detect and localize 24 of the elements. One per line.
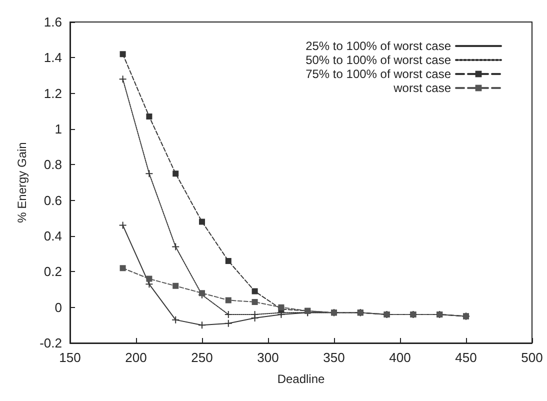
y-tick-label: 0.2 xyxy=(44,264,62,280)
y-tick-label: 1 xyxy=(54,122,62,136)
y-tick-label: 1.4 xyxy=(44,50,62,66)
x-tick-label: 250 xyxy=(191,350,213,365)
x-axis-title: Deadline xyxy=(277,372,326,386)
legend-label: 50% to 100% of worst case xyxy=(306,53,452,67)
y-tick-label: 1.2 xyxy=(44,86,62,101)
x-tick-label: 500 xyxy=(521,350,543,365)
legend-label: 25% to 100% of worst case xyxy=(306,39,452,53)
y-tick-label: 0 xyxy=(54,300,62,315)
legend-label: 75% to 100% of worst case xyxy=(306,67,452,81)
x-tick-label: 400 xyxy=(389,350,411,365)
legend-label: worst case xyxy=(392,81,452,95)
x-tick-label: 450 xyxy=(455,350,477,365)
x-tick-label: 350 xyxy=(323,350,345,365)
x-tick-label: 300 xyxy=(257,350,279,365)
x-tick-label: 150 xyxy=(59,350,81,365)
y-tick-label: 0.6 xyxy=(44,192,62,208)
y-tick-label: 1.6 xyxy=(44,14,62,30)
y-tick-label: 0.4 xyxy=(44,228,62,244)
x-tick-label: 200 xyxy=(125,350,147,365)
y-tick-label: -0.2 xyxy=(40,336,62,350)
y-tick-label: 0.8 xyxy=(44,157,62,172)
y-axis-title: % Energy Gain xyxy=(15,142,29,223)
